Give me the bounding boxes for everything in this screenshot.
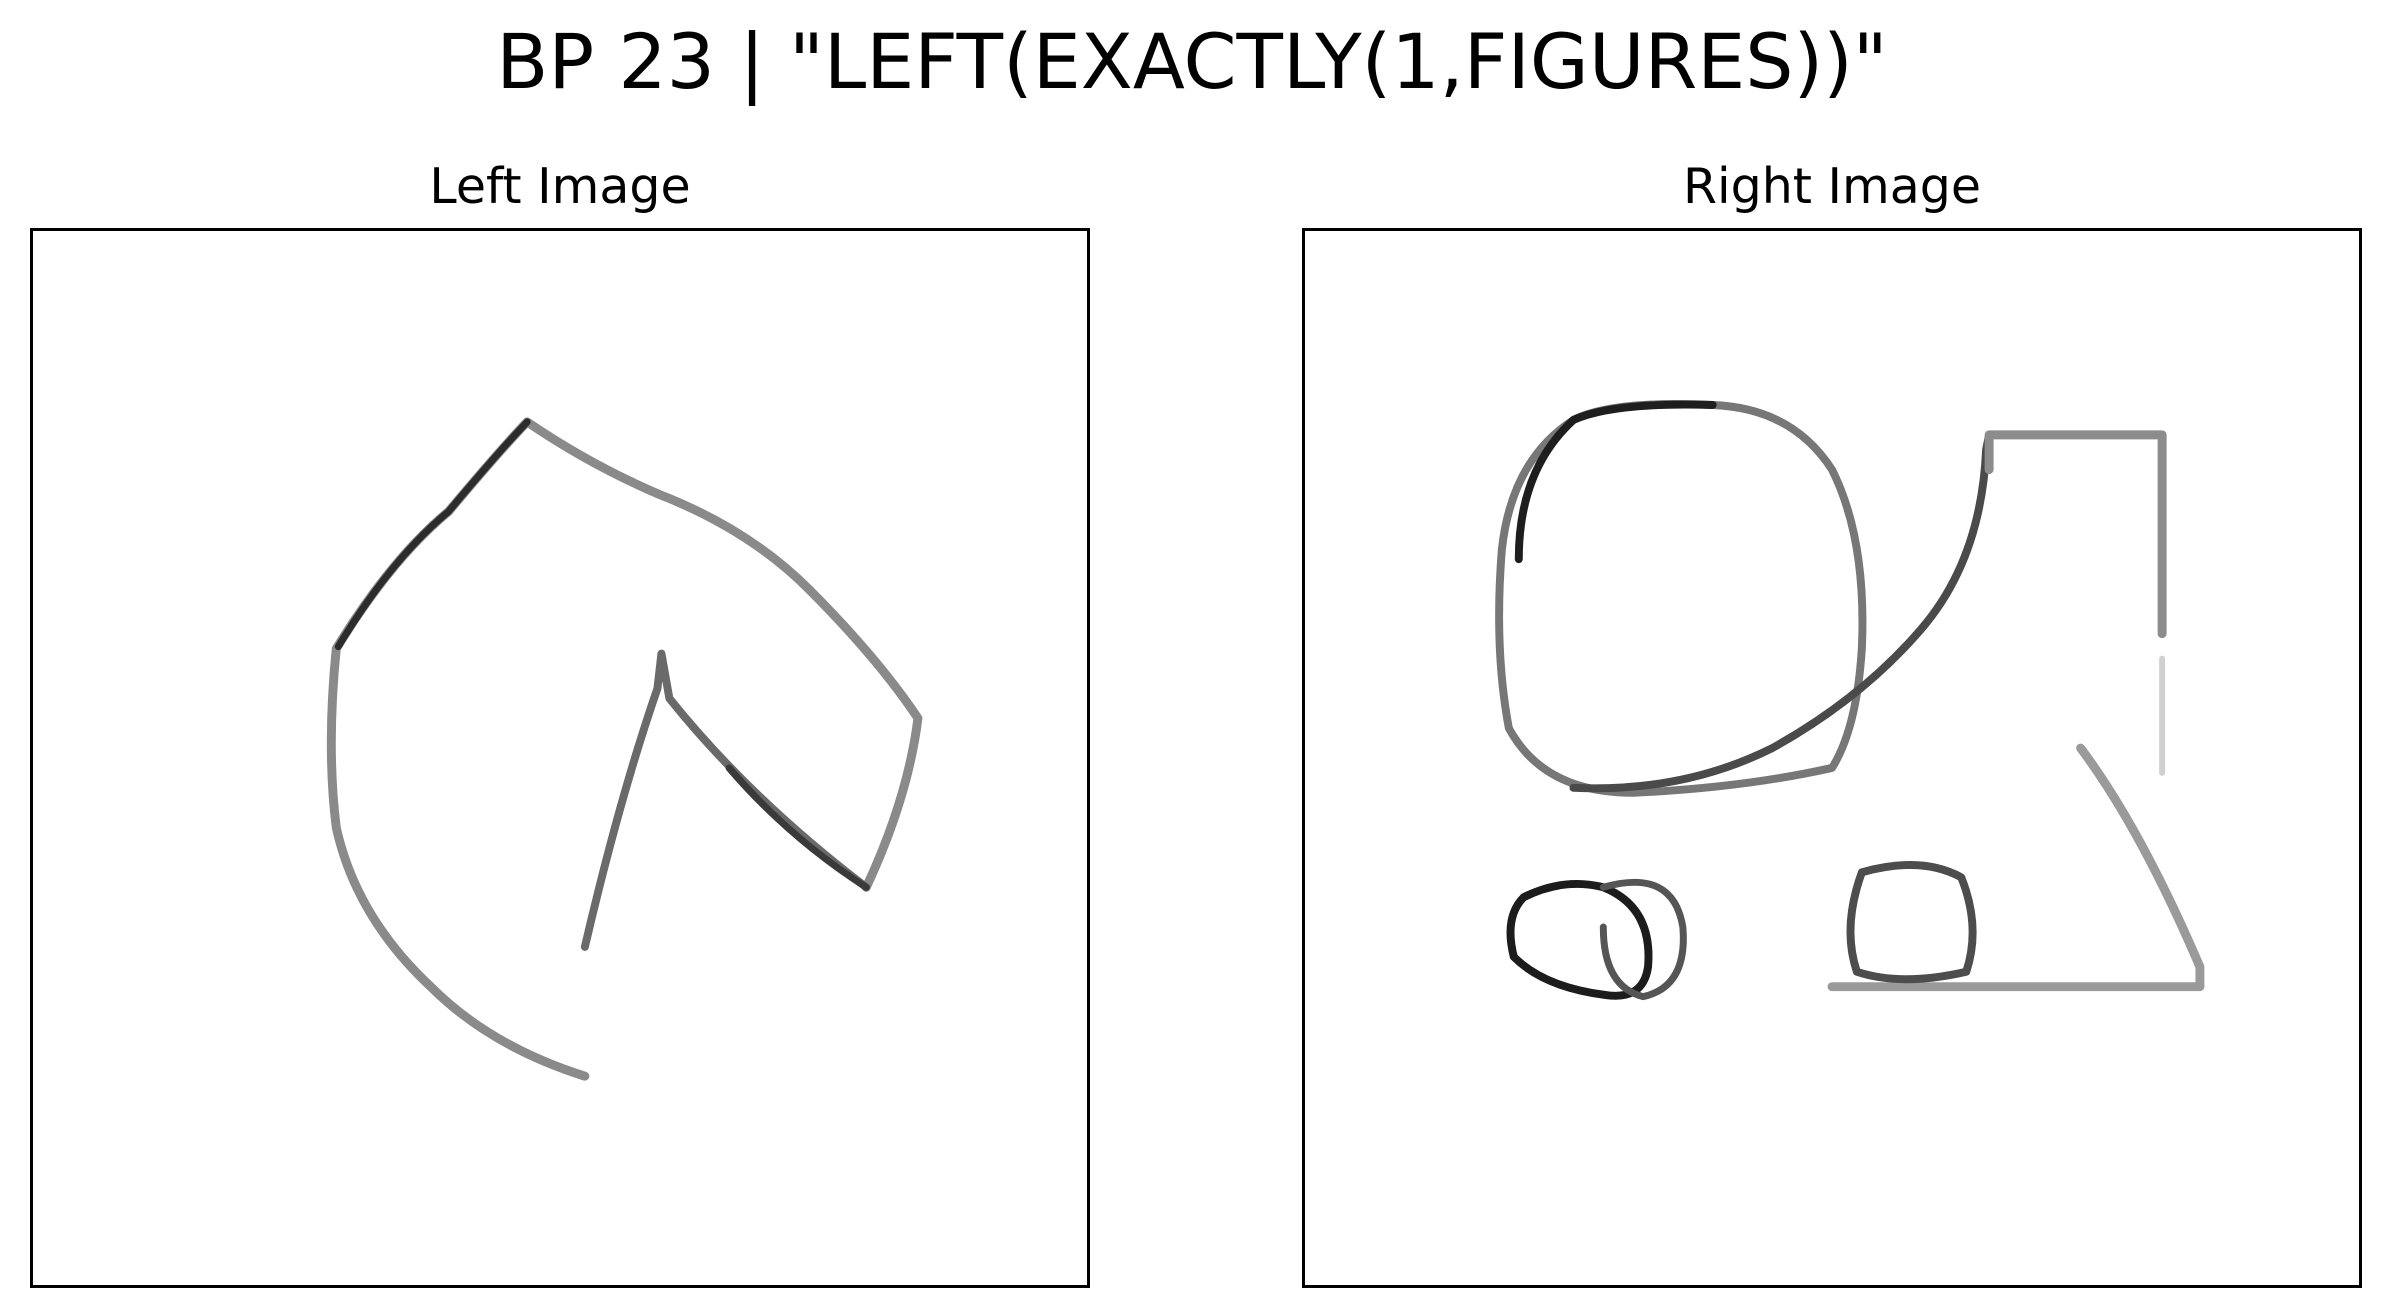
left-outer-dark-segment xyxy=(334,418,531,651)
right-small-oval xyxy=(1846,861,1977,984)
left-image-panel xyxy=(30,228,1090,1288)
right-triangle xyxy=(1827,743,2205,992)
page-title: BP 23 | "LEFT(EXACTLY(1,FIGURES))" xyxy=(496,17,1888,106)
left-image-drawing xyxy=(326,417,923,1081)
right-large-rounded-shape-dark xyxy=(1514,400,1717,564)
right-image-panel xyxy=(1302,228,2362,1288)
right-bracket-shape xyxy=(1984,430,2167,639)
left-outer-outline xyxy=(326,417,923,1081)
left-inner-notch xyxy=(580,649,871,951)
right-large-rounded-shape xyxy=(1495,400,1867,797)
right-image-drawing xyxy=(1495,400,2205,1001)
right-panel-title: Right Image xyxy=(1682,158,1982,215)
left-inner-notch-dark xyxy=(725,764,870,891)
right-small-loop-left-inner xyxy=(1599,878,1687,1001)
right-small-loop-left xyxy=(1506,880,1653,1000)
left-panel-title: Left Image xyxy=(429,158,691,215)
right-connecting-curve xyxy=(1569,430,1994,793)
